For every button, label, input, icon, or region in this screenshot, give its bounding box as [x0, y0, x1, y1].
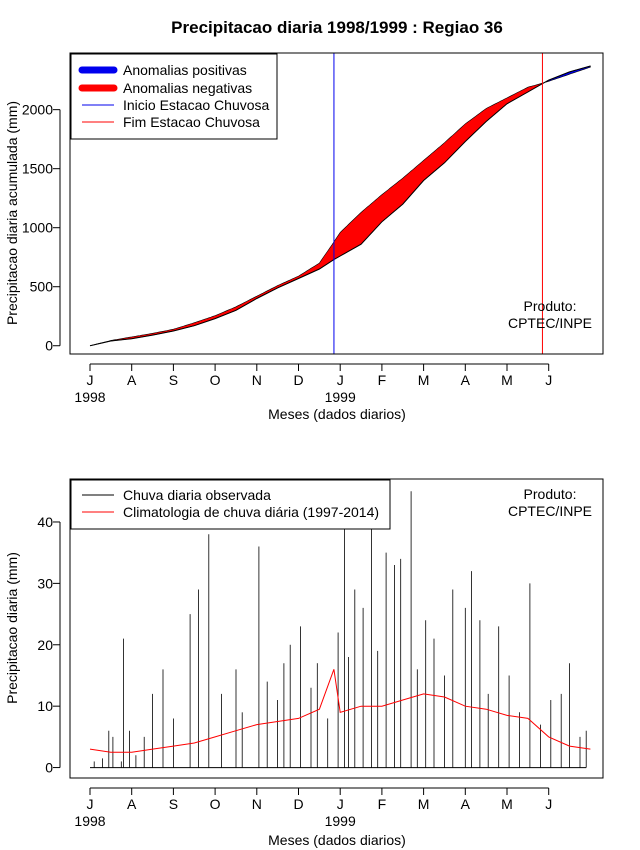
y-tick-label: 30 [37, 575, 53, 591]
x-tick-label: F [378, 796, 387, 812]
top-x-axis-label: Meses (dados diarios) [268, 406, 406, 422]
y-tick-label: 20 [37, 637, 53, 653]
y-tick-label: 2000 [22, 102, 53, 118]
x-year-label: 1999 [325, 389, 356, 405]
x-tick-label: S [169, 372, 178, 388]
x-tick-label: M [501, 796, 513, 812]
bottom-legend-box [70, 479, 391, 530]
x-tick-label: J [337, 372, 344, 388]
y-tick-label: 10 [37, 698, 53, 714]
bottom-y-axis: 0 10 20 30 40 [37, 514, 61, 776]
x-year-label: 1999 [325, 813, 356, 829]
x-tick-label: M [418, 372, 430, 388]
bottom-x-axis-label: Meses (dados diarios) [268, 832, 406, 848]
y-tick-label: 1500 [22, 161, 53, 177]
x-tick-label: J [87, 796, 94, 812]
bottom-legend: Chuva diaria observada Climatologia de c… [70, 479, 391, 530]
top-y-axis-label: Precipitacao diaria acumulada (mm) [4, 101, 20, 325]
legend-label-observed: Chuva diaria observada [123, 487, 271, 503]
x-tick-label: J [87, 372, 94, 388]
bottom-credit-line1: Produto: [524, 486, 577, 502]
legend-label-negative: Anomalias negativas [123, 80, 252, 96]
top-credit-line2: CPTEC/INPE [508, 315, 592, 331]
x-year-label: 1998 [74, 813, 105, 829]
x-tick-label: M [418, 796, 430, 812]
top-legend: Anomalias positivas Anomalias negativas … [70, 53, 278, 140]
top-observed-line [89, 65, 591, 347]
x-tick-label: J [545, 796, 552, 812]
bottom-climatology-line [89, 669, 591, 753]
legend-label-start: Inicio Estacao Chuvosa [123, 97, 270, 113]
y-tick-label: 0 [45, 760, 53, 776]
x-tick-label: J [337, 796, 344, 812]
bottom-credit-line2: CPTEC/INPE [508, 503, 592, 519]
x-tick-label: N [252, 796, 262, 812]
x-tick-label: F [378, 372, 387, 388]
x-tick-label: A [127, 796, 137, 812]
x-tick-label: O [210, 796, 221, 812]
chart-title: Precipitacao diaria 1998/1999 : Regiao 3… [171, 18, 503, 37]
legend-label-climatology: Climatologia de chuva diária (1997-2014) [123, 504, 379, 520]
x-tick-label: M [501, 372, 513, 388]
bottom-y-axis-label: Precipitacao diaria (mm) [4, 552, 20, 704]
y-tick-label: 0 [45, 338, 53, 354]
x-year-label: 1998 [74, 389, 105, 405]
x-tick-label: O [210, 372, 221, 388]
x-tick-label: A [461, 796, 471, 812]
x-tick-label: D [293, 796, 303, 812]
legend-label-positive: Anomalias positivas [123, 62, 247, 78]
x-tick-label: J [545, 372, 552, 388]
legend-label-end: Fim Estacao Chuvosa [123, 114, 260, 130]
top-credit-line1: Produto: [524, 298, 577, 314]
x-tick-label: N [252, 372, 262, 388]
x-tick-label: D [293, 372, 303, 388]
x-tick-label: A [127, 372, 137, 388]
top-y-axis: 0 500 1000 1500 2000 [22, 102, 61, 354]
y-tick-label: 1000 [22, 220, 53, 236]
y-tick-label: 40 [37, 514, 53, 530]
bottom-plot-frame [69, 478, 604, 779]
y-tick-label: 500 [30, 279, 54, 295]
x-tick-label: A [461, 372, 471, 388]
top-plot-frame [69, 52, 604, 355]
x-tick-label: S [169, 796, 178, 812]
